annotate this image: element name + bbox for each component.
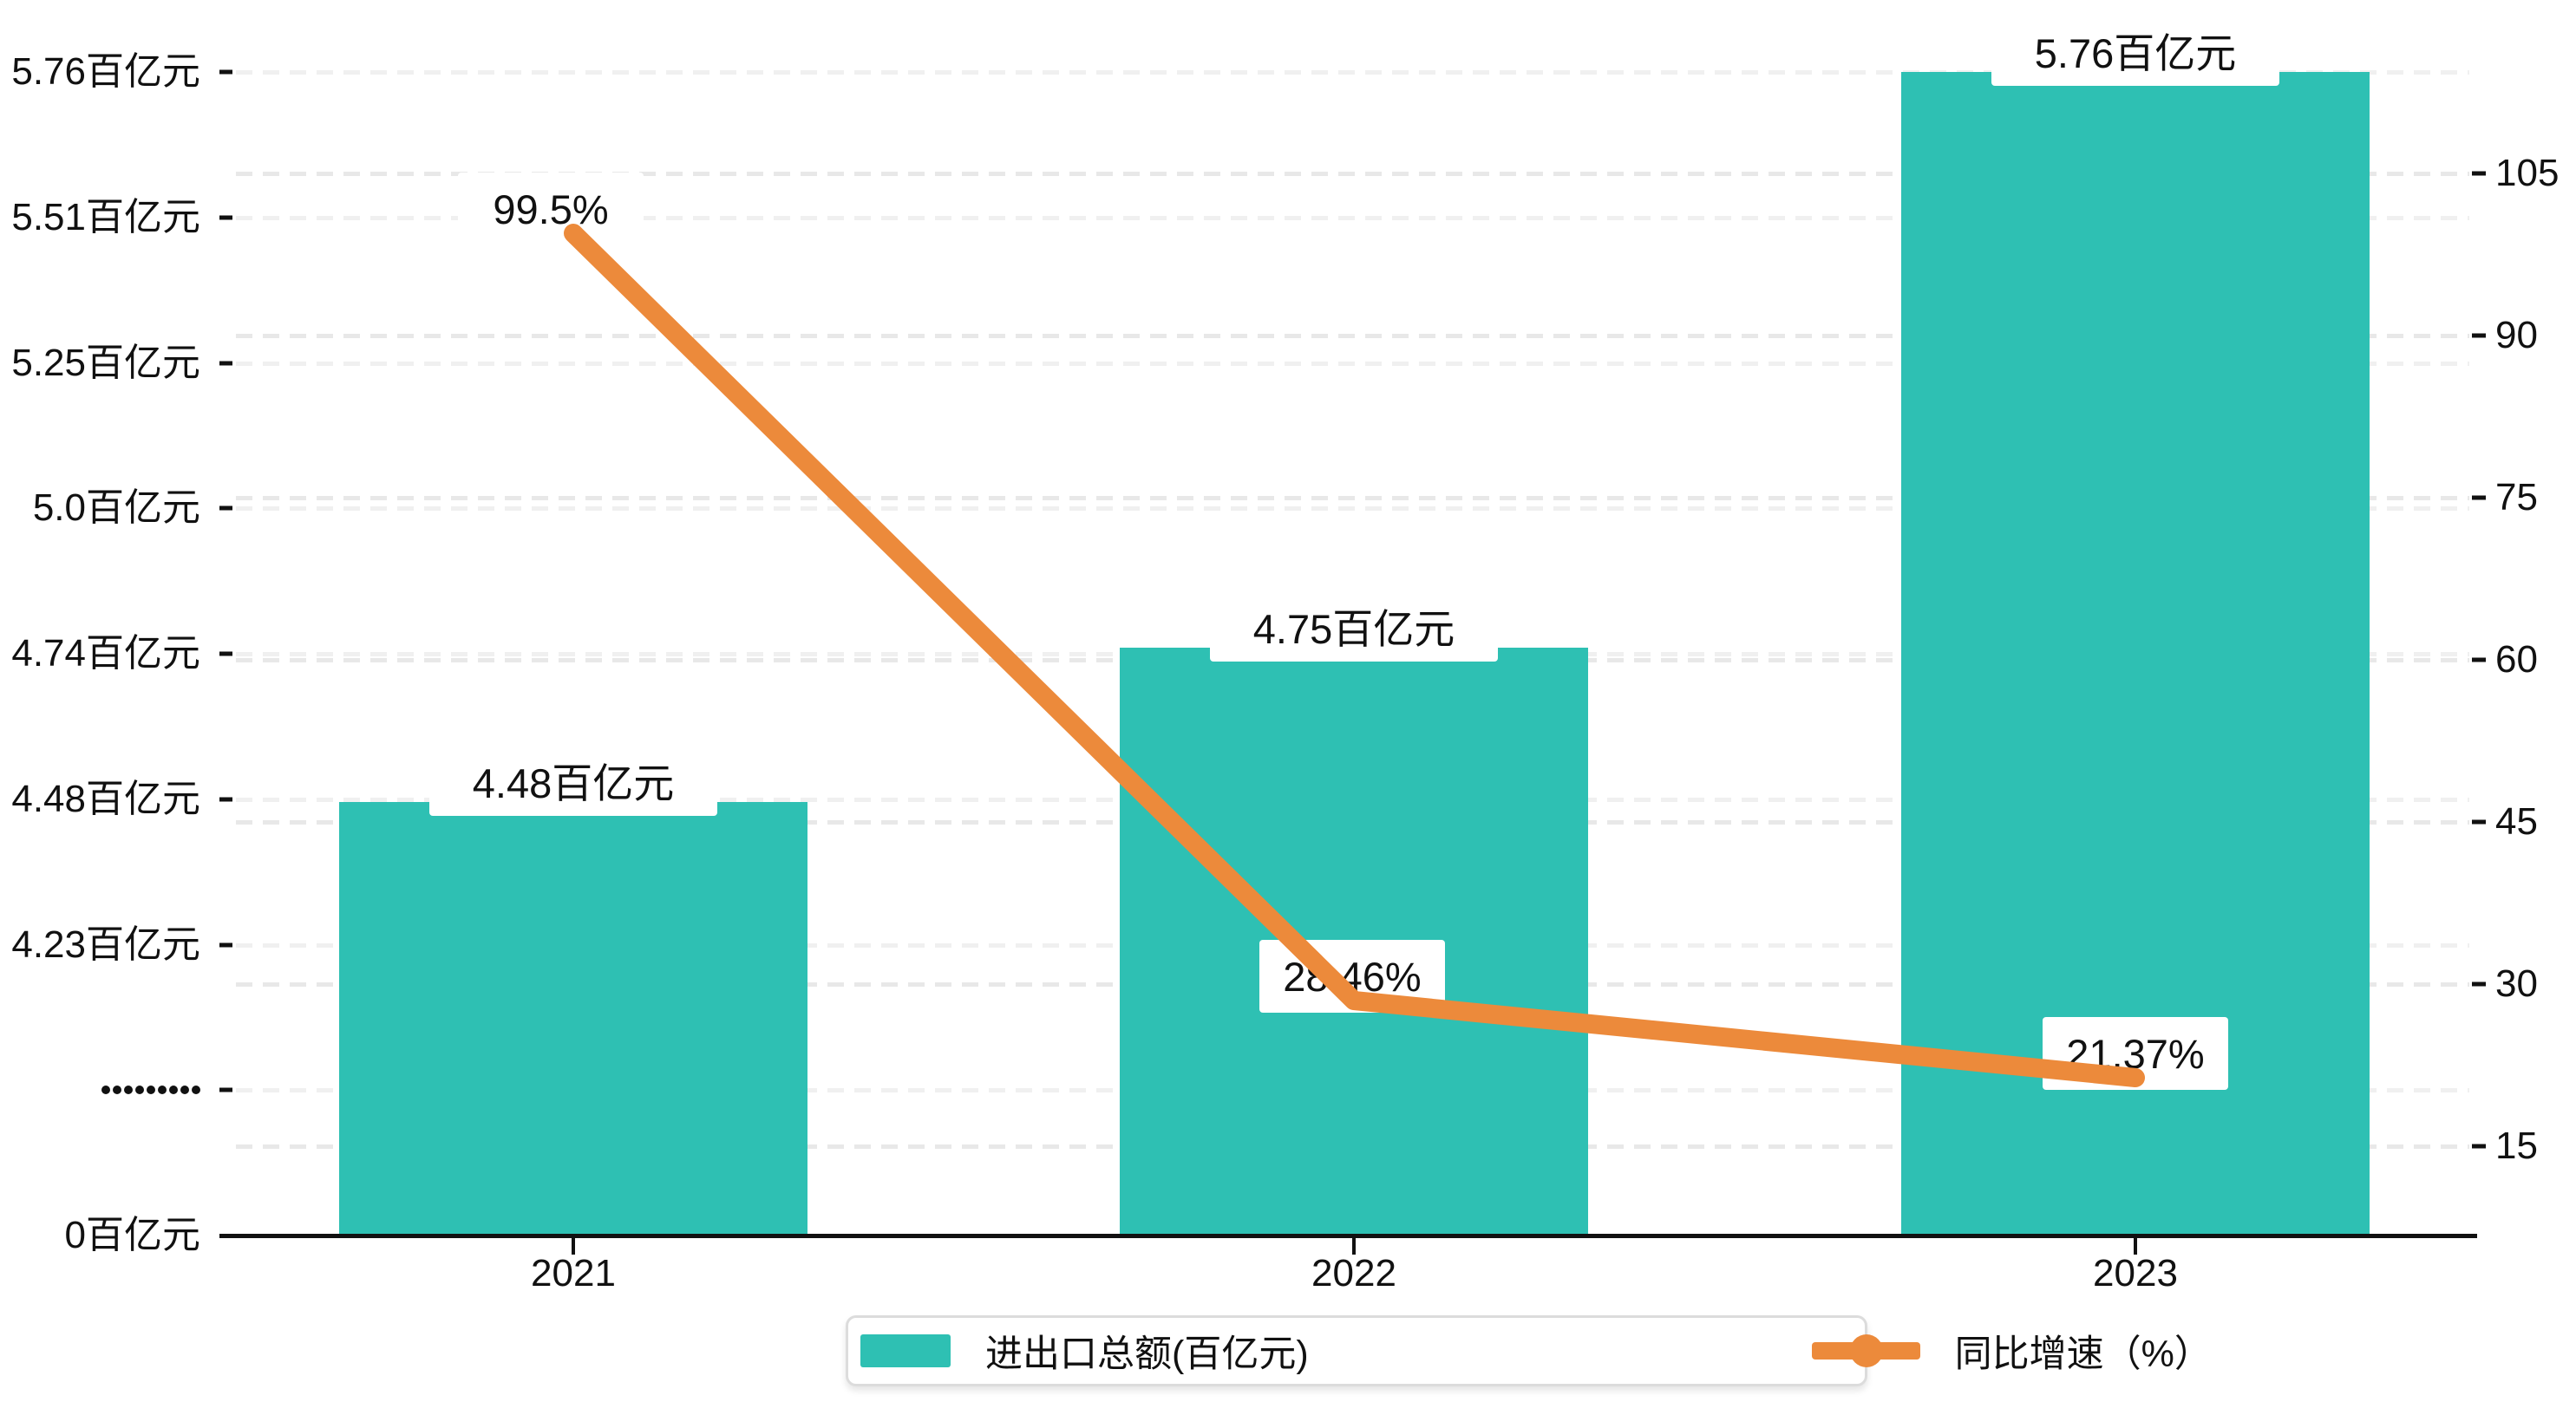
y-axis-left-tick-mark	[219, 651, 232, 656]
x-axis-tick-label: 2023	[2093, 1252, 2178, 1294]
y-axis-left-tick-label: 4.74百亿元	[11, 632, 200, 675]
bar-value-label: 4.48百亿元	[429, 743, 717, 816]
y-axis-right-tick-mark	[2472, 495, 2486, 500]
legend-item-bar-series[interactable]: 进出口总额(百亿元)	[848, 1324, 1309, 1378]
bar-value-label: 4.75百亿元	[1210, 589, 1498, 662]
growth-rate-line[interactable]	[564, 224, 2145, 1087]
y-axis-right-tick-label: 60	[2495, 638, 2538, 681]
gridline	[236, 172, 2469, 176]
gridline	[236, 362, 2469, 366]
y-axis-left-tick-mark	[219, 942, 232, 948]
gridline	[236, 70, 2469, 75]
y-axis-left-tick-label: 5.51百亿元	[11, 196, 200, 238]
x-axis-tick-mark	[1352, 1236, 1356, 1255]
y-axis-right-tick-mark	[2472, 171, 2486, 176]
gridline	[236, 334, 2469, 338]
bar-series-swatch-icon	[860, 1334, 951, 1367]
y-axis-right-tick-mark	[2472, 819, 2486, 825]
y-axis-right-tick-mark	[2472, 333, 2486, 338]
legend-label-line-series: 同比增速（%）	[1954, 1333, 2212, 1375]
gridline	[236, 216, 2469, 220]
y-axis-left-tick-label: 0百亿元	[64, 1214, 200, 1256]
y-axis-left-tick-label: 4.48百亿元	[11, 778, 200, 820]
y-axis-right-tick-label: 75	[2495, 476, 2538, 518]
y-axis-left-tick-label: 5.25百亿元	[11, 342, 200, 384]
y-axis-right-tick-label: 105	[2495, 152, 2560, 194]
y-axis-right-tick-mark	[2472, 1144, 2486, 1149]
y-axis-left-tick-label: 5.0百亿元	[32, 486, 200, 529]
x-axis-tick-mark	[2134, 1236, 2137, 1255]
y-axis-right-tick-label: 45	[2495, 800, 2538, 843]
y-axis-left-tick-label: 4.23百亿元	[11, 923, 200, 966]
y-axis-left-tick-label: 5.76百亿元	[11, 50, 200, 93]
x-axis-tick-mark	[572, 1236, 575, 1255]
x-axis-tick-label: 2021	[531, 1252, 616, 1294]
gridline	[236, 506, 2469, 511]
y-axis-right-tick-mark	[2472, 657, 2486, 662]
x-axis-tick-label: 2022	[1311, 1252, 1396, 1294]
y-axis-left-tick-mark	[219, 797, 232, 802]
y-axis-left-tick-mark	[219, 361, 232, 366]
gridline	[236, 496, 2469, 500]
y-axis-left-tick-mark	[219, 1087, 232, 1092]
y-axis-left-tick-mark	[219, 505, 232, 511]
line-point-label: 99.5%	[458, 173, 644, 245]
axis-break-dots	[101, 1086, 200, 1094]
line-series-marker-icon	[1811, 1334, 1920, 1367]
y-axis-left-tick-mark	[219, 215, 232, 220]
legend: 进出口总额(百亿元) 同比增速（%）	[846, 1315, 2212, 1386]
legend-label-bar-series: 进出口总额(百亿元)	[985, 1333, 1309, 1375]
y-axis-right-tick-label: 15	[2495, 1125, 2538, 1167]
y-axis-left-tick-mark	[219, 69, 232, 75]
y-axis-right-tick-mark	[2472, 981, 2486, 987]
y-axis-right-tick-label: 90	[2495, 314, 2538, 356]
y-axis-right-tick-label: 30	[2495, 962, 2538, 1005]
bar-value-label: 5.76百亿元	[1991, 13, 2279, 86]
x-axis-line	[219, 1234, 2477, 1238]
legend-item-line-series[interactable]: 同比增速（%）	[1309, 1324, 2212, 1378]
bar-2021[interactable]	[339, 802, 807, 1236]
